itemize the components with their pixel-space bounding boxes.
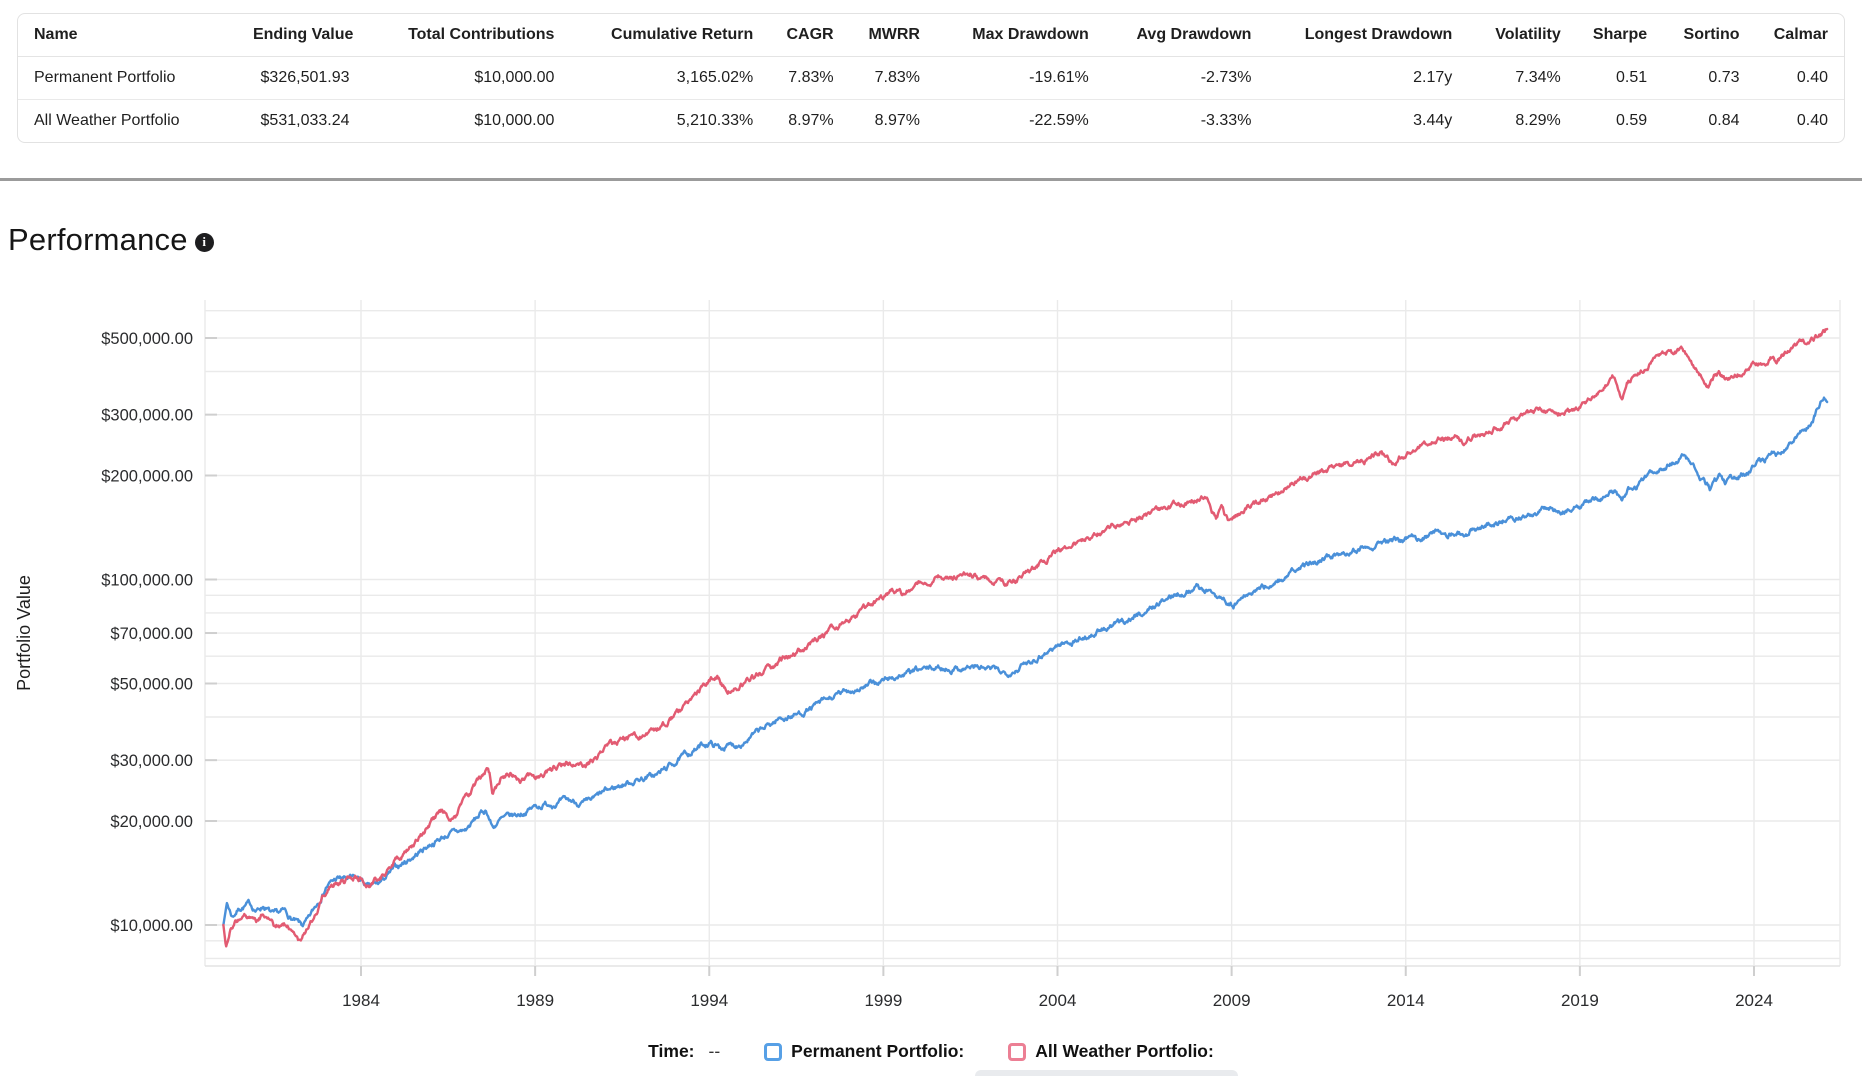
column-header-name: Name [18,14,237,57]
performance-title: Performance [8,222,188,257]
column-header-volatility: Volatility [1468,14,1577,57]
stat-cell: 0.84 [1708,112,1740,129]
table-header-row: Name Ending Value Total Contributions Cumul… [18,14,1844,57]
section-divider [0,178,1862,181]
column-header-mwrr: MWRR [849,14,936,57]
column-header-calmar: Calmar [1755,14,1844,57]
column-header-cagr: CAGR [769,14,850,57]
stat-cell: 0.40 [1796,112,1828,129]
x-tick-label: 2024 [1735,991,1773,1010]
x-tick-label: 1994 [690,991,728,1010]
legend-entry-label: Permanent Portfolio: [791,1041,965,1061]
y-tick-label: $300,000.00 [101,407,193,425]
stat-cell: 8.97% [874,112,920,129]
y-tick-label: $10,000.00 [110,917,193,935]
y-tick-label: $20,000.00 [110,813,193,831]
x-tick-label: 2014 [1387,991,1425,1010]
stat-cell: 2.17y [1267,57,1469,100]
stat-cell: $10,000.00 [365,57,571,100]
stat-cell: 8.29% [1515,112,1561,129]
legend-entry: All Weather Portfolio: [1008,1041,1214,1062]
portfolio-name-cell: All Weather Portfolio [34,112,180,129]
column-header-longest-drawdown: Longest Drawdown [1267,14,1469,57]
table-row: All Weather Portfolio $531,033.24 $10,000.… [18,100,1844,142]
legend-swatch-permanent-portfolio-[interactable] [764,1042,783,1061]
stat-cell: -19.61% [935,57,1105,100]
y-tick-label: $50,000.00 [110,676,193,694]
y-tick-label: $200,000.00 [101,467,193,485]
portfolio-name-cell: Permanent Portfolio [18,57,237,100]
summary-table: Name Ending Value Total Contributions Cumul… [17,13,1845,143]
chart-legend: Time: -- Permanent Portfolio: All Weather… [0,1041,1862,1062]
stat-cell: $326,501.93 [236,57,366,100]
x-tick-label: 1999 [864,991,902,1010]
legend-entry-label: All Weather Portfolio: [1035,1041,1214,1061]
x-tick-label: 2019 [1561,991,1599,1010]
legend-entry: Permanent Portfolio: [764,1041,964,1062]
partial-bottom-element [975,1070,1238,1076]
stat-cell: 0.59 [1616,112,1648,129]
stat-cell: 7.34% [1468,57,1577,100]
performance-header: Performance i [8,222,214,258]
y-axis-title: Portfolio Value [14,575,34,691]
y-tick-label: $100,000.00 [101,572,193,590]
legend-time-value: -- [708,1041,721,1061]
column-header-cumulative-return: Cumulative Return [570,14,770,57]
column-header-max-drawdown: Max Drawdown [935,14,1105,57]
stat-cell: -3.33% [1200,112,1252,129]
column-header-ending-value: Ending Value [236,14,366,57]
series-line-all-weather-portfolio[interactable] [222,327,1829,948]
column-header-sharpe: Sharpe [1576,14,1664,57]
stat-cell: $10,000.00 [474,112,555,129]
y-tick-label: $500,000.00 [101,330,193,348]
x-tick-label: 1984 [342,991,380,1010]
stat-cell: 0.73 [1663,57,1756,100]
column-header-avg-drawdown: Avg Drawdown [1104,14,1268,57]
legend-swatch-all-weather-portfolio-[interactable] [1008,1042,1027,1061]
x-tick-label: 2004 [1039,991,1077,1010]
x-tick-label: 1989 [516,991,554,1010]
stat-cell: 0.40 [1755,57,1844,100]
stat-cell: 5,210.33% [676,112,754,129]
info-icon[interactable]: i [194,232,214,252]
stat-cell: -22.59% [1029,112,1089,129]
y-tick-label: $30,000.00 [110,752,193,770]
stat-cell: 7.83% [849,57,936,100]
y-tick-label: $70,000.00 [110,625,193,643]
stat-cell: 3.44y [1413,112,1453,129]
legend-time-label: Time: [648,1041,695,1061]
x-tick-label: 2009 [1213,991,1251,1010]
column-header-sortino: Sortino [1663,14,1756,57]
column-header-total-contributions: Total Contributions [365,14,571,57]
stat-cell: 8.97% [788,112,834,129]
stat-cell: 0.51 [1576,57,1664,100]
stat-cell: $531,033.24 [260,112,350,129]
portfolio-stats-table: Name Ending Value Total Contributions Cumul… [17,13,1845,143]
stat-cell: 3,165.02% [570,57,770,100]
stat-cell: 7.83% [769,57,850,100]
table-row: Permanent Portfolio $326,501.93 $10,000.00… [18,57,1844,100]
stat-cell: -2.73% [1104,57,1268,100]
series-line-permanent-portfolio[interactable] [222,396,1829,928]
